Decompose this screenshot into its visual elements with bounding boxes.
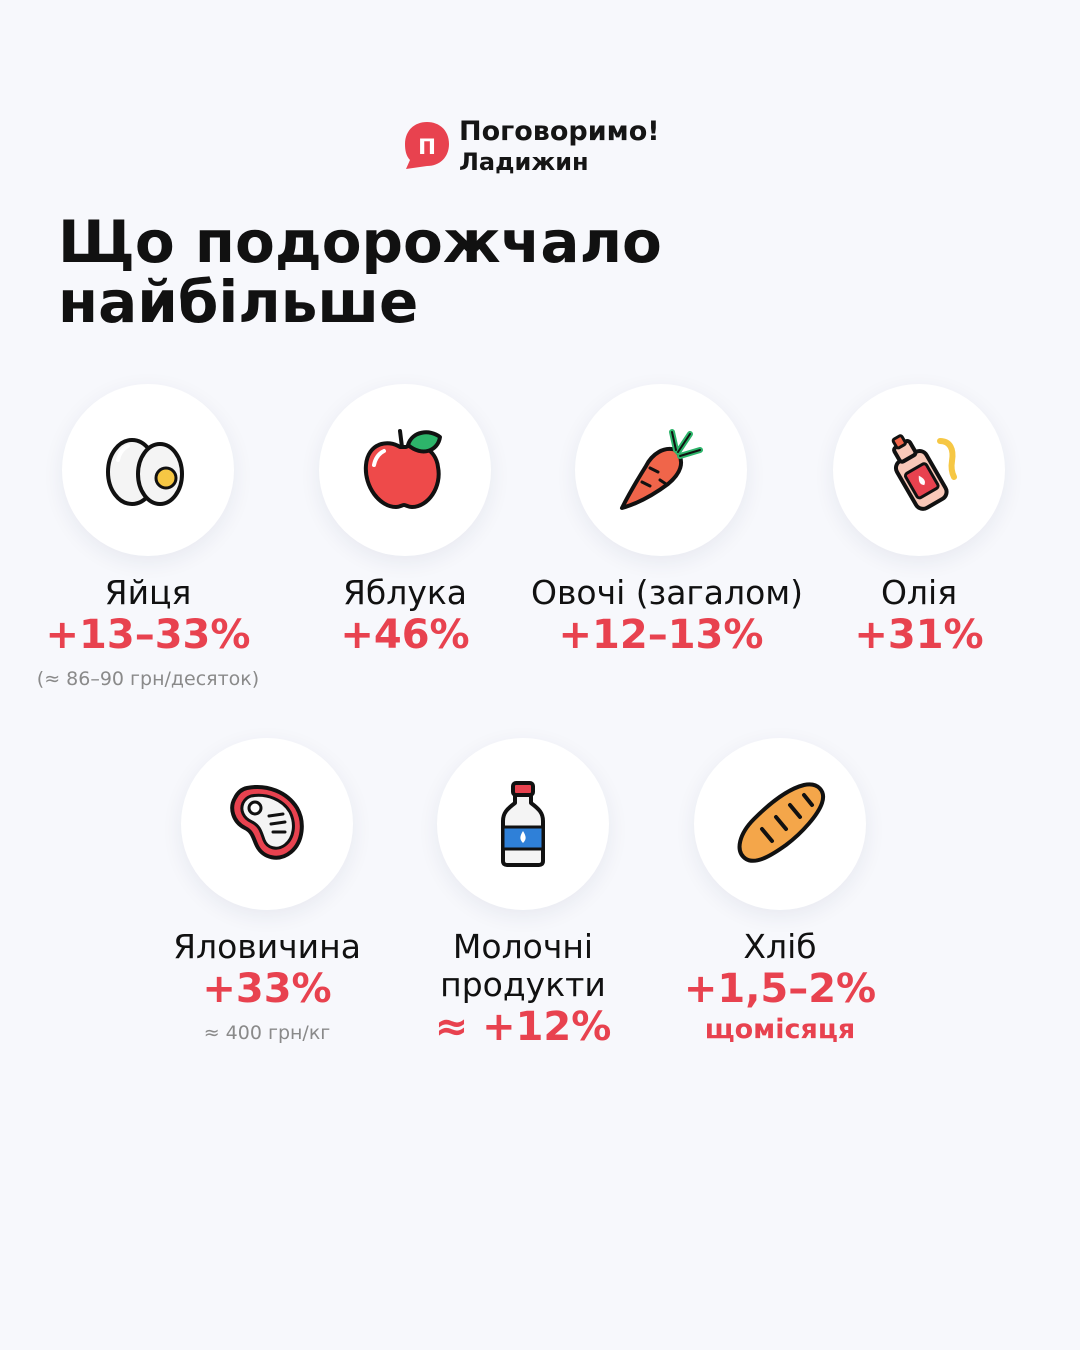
egg-icon — [106, 438, 184, 506]
apple-icon — [363, 429, 442, 509]
item-label-line-1: Молочні — [452, 927, 594, 966]
item-note: (≈ 86–90 грн/десяток) — [36, 668, 260, 690]
brand-city: Ладижин — [459, 148, 589, 176]
icon-circle — [437, 738, 609, 910]
page-title-line-2: найбільше — [58, 268, 419, 336]
item-label: Яйця — [104, 573, 192, 612]
page-title-line-1: Що подорожчало — [58, 208, 662, 276]
brand-logo: п Поговоримо! Ладижин — [403, 118, 693, 178]
item-card-vegetables: Овочі (загалом) +12–13% — [531, 384, 804, 658]
svg-text:п: п — [418, 128, 436, 161]
item-label: Олія — [880, 573, 958, 612]
item-label-line-2: продукти — [440, 965, 606, 1004]
icon-circle — [575, 384, 747, 556]
item-card-eggs: Яйця +13–33% (≈ 86–90 грн/десяток) — [18, 384, 278, 692]
item-card-oil: Олія +31% — [789, 384, 1049, 658]
icon-circle — [694, 738, 866, 910]
item-price-change: ≈ +12% — [434, 1004, 612, 1050]
icon-circle — [833, 384, 1005, 556]
item-label: Яблука — [342, 573, 468, 612]
item-note: ≈ 400 грн/кг — [203, 1022, 331, 1044]
carrot-icon — [620, 429, 703, 510]
page-title: Що подорожчало найбільше — [58, 212, 662, 332]
icon-circle — [181, 738, 353, 910]
item-price-change: +12–13% — [558, 612, 764, 658]
brand-name: Поговоримо! — [459, 116, 660, 147]
item-card-dairy: Молочні продукти ≈ +12% — [393, 738, 653, 1050]
speech-bubble-logo-icon: п — [405, 122, 449, 169]
icon-circle — [62, 384, 234, 556]
milk-bottle-icon — [501, 781, 545, 867]
steak-icon — [230, 785, 304, 860]
oil-bottle-icon — [891, 434, 957, 511]
item-price-change: +46% — [340, 612, 470, 658]
item-price-change: +1,5–2% — [683, 966, 877, 1012]
item-label: Яловичина — [173, 927, 361, 966]
item-price-change: +33% — [202, 966, 332, 1012]
item-card-apples: Яблука +46% — [275, 384, 535, 658]
icon-circle — [319, 384, 491, 556]
bread-icon — [737, 782, 825, 863]
item-card-bread: Хліб +1,5–2% щомісяця — [650, 738, 910, 1046]
item-label: Хліб — [743, 927, 817, 966]
item-label: Овочі (загалом) — [531, 573, 804, 612]
item-card-beef: Яловичина +33% ≈ 400 грн/кг — [137, 738, 397, 1046]
item-note: щомісяця — [704, 1014, 856, 1045]
item-price-change: +31% — [854, 612, 984, 658]
item-price-change: +13–33% — [45, 612, 251, 658]
